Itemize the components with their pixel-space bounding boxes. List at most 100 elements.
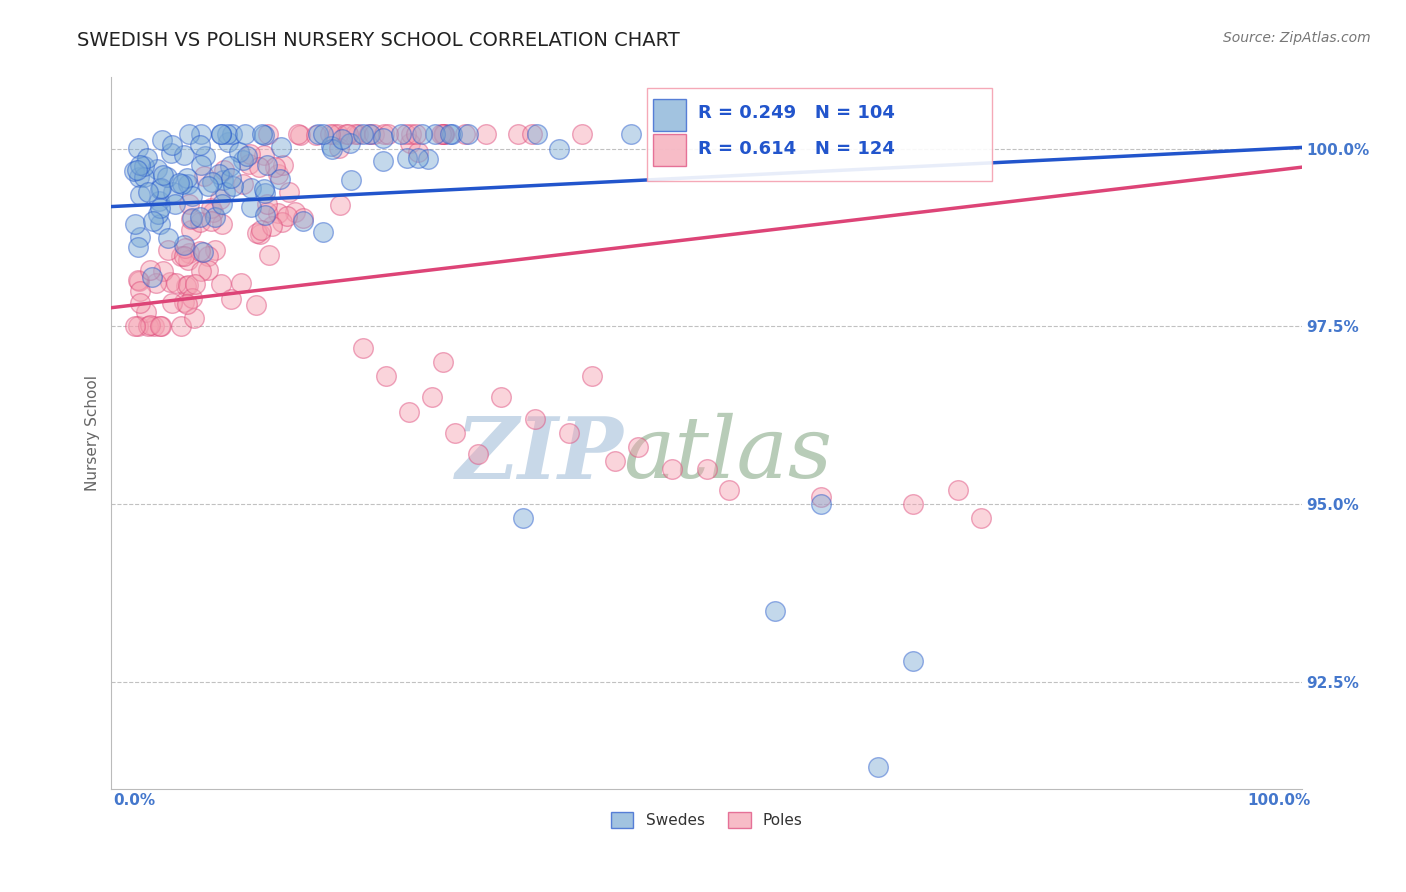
Text: atlas: atlas bbox=[623, 413, 832, 496]
Point bbox=[167, 176, 190, 190]
Point bbox=[240, 181, 263, 195]
Point bbox=[149, 201, 172, 215]
Point bbox=[138, 318, 160, 332]
Point bbox=[305, 128, 328, 143]
Point bbox=[160, 295, 183, 310]
Point bbox=[240, 200, 263, 214]
Point bbox=[150, 319, 173, 334]
Point bbox=[152, 264, 174, 278]
Point bbox=[277, 185, 299, 199]
Point bbox=[250, 128, 273, 142]
Point bbox=[211, 217, 233, 231]
Point bbox=[249, 227, 271, 242]
Point bbox=[271, 157, 294, 171]
Point bbox=[170, 249, 193, 263]
Point bbox=[239, 146, 262, 161]
Point bbox=[232, 177, 254, 191]
Point bbox=[211, 172, 233, 186]
Point bbox=[571, 128, 593, 142]
Point bbox=[128, 274, 150, 288]
Point bbox=[253, 148, 276, 162]
Point bbox=[180, 212, 202, 227]
Point bbox=[520, 128, 543, 142]
Text: ZIP: ZIP bbox=[456, 413, 623, 496]
Point bbox=[357, 128, 380, 142]
Point bbox=[215, 128, 238, 142]
Point bbox=[319, 128, 342, 142]
Point bbox=[416, 152, 439, 166]
Point bbox=[181, 211, 204, 225]
Point bbox=[149, 319, 172, 334]
Point bbox=[581, 369, 603, 384]
Point bbox=[352, 128, 374, 142]
Point bbox=[228, 145, 250, 160]
Bar bbox=[652, 135, 686, 166]
Point bbox=[208, 167, 231, 181]
Point bbox=[291, 213, 314, 227]
Point bbox=[359, 128, 381, 142]
Point bbox=[475, 128, 498, 142]
Point bbox=[125, 163, 148, 178]
Point bbox=[190, 264, 212, 278]
Point bbox=[136, 185, 159, 199]
Point bbox=[558, 425, 581, 440]
Point bbox=[312, 128, 335, 142]
Point bbox=[262, 219, 284, 233]
Point bbox=[246, 226, 269, 240]
Point bbox=[276, 210, 298, 224]
Point bbox=[181, 189, 204, 203]
Point bbox=[396, 151, 419, 165]
Point bbox=[352, 341, 374, 355]
Point bbox=[129, 188, 152, 202]
Point bbox=[377, 128, 399, 142]
Point bbox=[763, 604, 786, 618]
Point bbox=[432, 355, 454, 369]
Point bbox=[201, 175, 224, 189]
Point bbox=[176, 277, 198, 292]
Point bbox=[173, 295, 195, 310]
Point bbox=[135, 304, 157, 318]
Point bbox=[406, 151, 429, 165]
Point bbox=[398, 404, 420, 418]
Point bbox=[177, 246, 200, 260]
Point bbox=[156, 231, 179, 245]
Point bbox=[523, 411, 546, 425]
Point bbox=[371, 154, 394, 169]
Point bbox=[209, 128, 232, 142]
Point bbox=[330, 132, 353, 146]
Point bbox=[156, 169, 179, 184]
Point bbox=[184, 277, 207, 291]
Point bbox=[150, 133, 173, 147]
Point bbox=[188, 210, 211, 224]
Point bbox=[257, 128, 280, 142]
Point bbox=[312, 225, 335, 239]
Point bbox=[128, 284, 150, 298]
Point bbox=[439, 128, 461, 142]
Point bbox=[174, 241, 197, 255]
Point bbox=[159, 275, 181, 289]
Point bbox=[209, 192, 232, 206]
Point bbox=[347, 128, 370, 142]
Point bbox=[165, 276, 187, 290]
Point bbox=[810, 497, 832, 511]
Point bbox=[373, 131, 395, 145]
Point bbox=[170, 318, 193, 333]
Point bbox=[233, 128, 256, 142]
Point bbox=[194, 148, 217, 162]
Point bbox=[127, 319, 149, 334]
Point bbox=[264, 161, 287, 175]
Point bbox=[696, 461, 718, 475]
Point bbox=[212, 163, 235, 178]
Point bbox=[180, 223, 202, 237]
Point bbox=[254, 186, 277, 201]
Point bbox=[193, 169, 215, 184]
Point bbox=[190, 128, 212, 142]
Point bbox=[335, 128, 357, 142]
Point bbox=[156, 243, 179, 257]
Point bbox=[222, 178, 245, 193]
Point bbox=[143, 319, 166, 334]
Point bbox=[183, 311, 205, 326]
Point bbox=[190, 215, 212, 229]
Point bbox=[127, 141, 149, 155]
Point bbox=[132, 159, 155, 173]
